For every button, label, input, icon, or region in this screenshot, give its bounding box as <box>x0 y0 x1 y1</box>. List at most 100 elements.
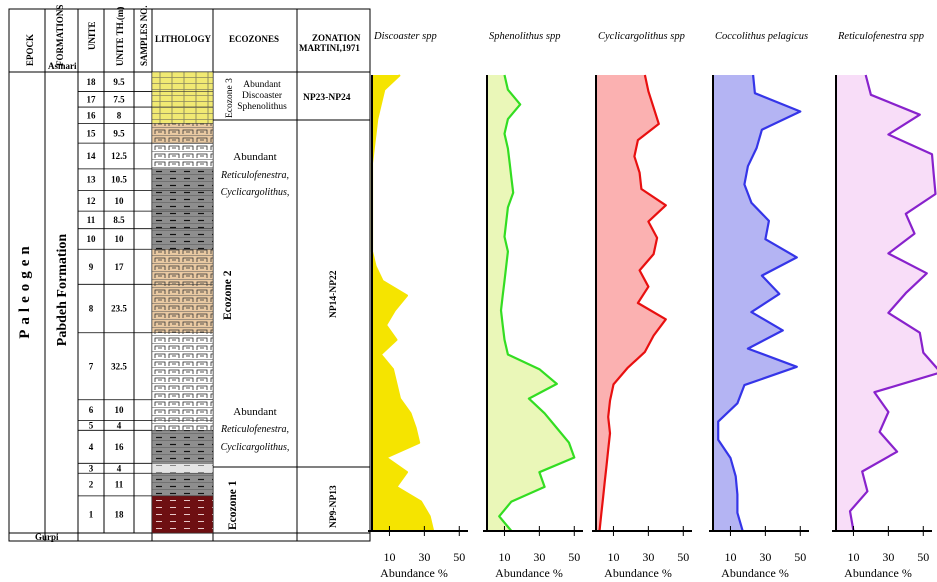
abundance-line <box>498 74 576 532</box>
unit-number: 4 <box>89 442 94 452</box>
abundance-line <box>370 74 435 532</box>
unite-th-header: UNITE TH.(m) <box>115 7 125 66</box>
unit-number: 7 <box>89 361 94 371</box>
tick-label: 30 <box>533 550 545 564</box>
tick-label: 10 <box>607 550 619 564</box>
zonation-header-ref: MARTINI,1971 <box>299 43 360 53</box>
tick-label: 30 <box>882 550 894 564</box>
unit-row: 7 32.5 <box>78 332 214 401</box>
unit-row: 18 9.5 <box>78 71 214 92</box>
unit-row: 12 10 <box>78 190 214 212</box>
abundance-area <box>596 75 666 531</box>
unit-number: 5 <box>89 420 94 430</box>
unit-thickness: 12.5 <box>111 151 127 161</box>
ecozone1-label: Ecozone 1 <box>227 480 239 530</box>
unit-thickness: 7.5 <box>113 94 125 104</box>
unit-row: 11 8.5 <box>78 210 214 230</box>
abundance-line <box>717 74 802 532</box>
lithology-cell <box>151 284 214 334</box>
ecozone3-label: Ecozone 3 <box>225 78 235 118</box>
unit-thickness: 4 <box>117 420 122 430</box>
lithology-cell <box>151 399 214 421</box>
unit-number: 2 <box>89 480 94 490</box>
lithology-cell <box>151 463 214 474</box>
lithology-cell <box>151 228 214 250</box>
gurpi-label: Gurpi <box>35 532 59 542</box>
unit-number: 6 <box>89 405 94 415</box>
unit-number: 10 <box>87 234 97 244</box>
ecozone3-text: Abundant <box>243 80 281 90</box>
ecozone2-text: Reticulofenestra, <box>220 424 289 435</box>
unite-header: UNITE <box>87 21 97 50</box>
lithology-cell <box>151 249 214 285</box>
unit-row: 10 10 <box>78 228 214 250</box>
unit-thickness: 11 <box>115 480 124 490</box>
unit-row: 4 16 <box>78 430 214 464</box>
axis-label: Abundance % <box>844 566 912 580</box>
abundance-panel: 10 30 50 Discoaster spp Abundance % <box>368 31 468 580</box>
unit-number: 17 <box>87 94 97 104</box>
tick-label: 10 <box>383 550 395 564</box>
unit-thickness: 8 <box>117 110 122 120</box>
unit-row: 2 11 <box>78 472 214 497</box>
unit-number: 14 <box>87 151 97 161</box>
abundance-line <box>848 74 937 532</box>
unit-thickness: 10.5 <box>111 175 127 185</box>
ecozone2-label: Ecozone 2 <box>222 270 234 320</box>
panel-title: Sphenolithus spp <box>489 31 560 42</box>
formation-name: Pabdeh Formation <box>55 234 70 347</box>
zonation-header: ZONATION <box>312 33 361 43</box>
abundance-panel: 10 30 50 Cyclicargolithus spp Abundance % <box>592 31 692 580</box>
abundance-area <box>372 75 434 531</box>
panel-title: Cyclicargolithus spp <box>598 31 685 42</box>
lithology-cell <box>151 142 214 170</box>
lithology-cell <box>151 472 214 497</box>
ecozone2-text: Abundant <box>233 151 276 163</box>
axis-label: Abundance % <box>721 566 789 580</box>
abundance-panel: 10 30 50 Coccolithus pelagicus Abundance % <box>709 31 809 580</box>
unit-number: 3 <box>89 463 94 473</box>
abundance-panels: 10 30 50 Discoaster spp Abundance % 10 30 50 Sph… <box>368 31 937 580</box>
panel-title: Reticulofenestra spp <box>837 31 924 42</box>
abundance-area <box>713 75 801 531</box>
unit-row: 9 17 <box>78 249 214 285</box>
lithology-cell <box>151 71 214 92</box>
unit-thickness: 16 <box>115 442 125 452</box>
abundance-area <box>836 75 937 531</box>
lithology-cell <box>151 210 214 229</box>
abundance-panel: 10 30 50 Sphenolithus spp Abundance % <box>483 31 583 580</box>
tick-label: 30 <box>642 550 654 564</box>
unit-thickness: 10 <box>115 196 125 206</box>
tick-label: 10 <box>847 550 859 564</box>
ecozone3-text: Sphenolithus <box>237 102 287 112</box>
tick-label: 30 <box>759 550 771 564</box>
unit-number: 16 <box>87 110 97 120</box>
unit-number: 18 <box>87 77 97 87</box>
tick-label: 10 <box>724 550 736 564</box>
unit-thickness: 10 <box>115 405 125 415</box>
unit-thickness: 9.5 <box>113 128 125 138</box>
unit-thickness: 32.5 <box>111 361 127 371</box>
unit-row: 8 23.5 <box>78 284 214 334</box>
unit-thickness: 9.5 <box>113 77 125 87</box>
ecozone2-text: Abundant <box>233 406 276 418</box>
unit-row: 13 10.5 <box>78 168 214 191</box>
lithology-cell <box>151 430 214 464</box>
zonation-np9-np13: NP9-NP13 <box>329 485 339 528</box>
unit-thickness: 23.5 <box>111 304 127 314</box>
unit-row: 16 8 <box>78 106 214 124</box>
zonation-np14-np22: NP14-NP22 <box>329 270 339 318</box>
epoch-name: Paleogen <box>17 241 33 339</box>
tick-label: 50 <box>917 550 929 564</box>
ecozones-header: ECOZONES <box>229 34 279 44</box>
ecozone2-text: Cyclicargolithus, <box>221 187 290 198</box>
lithology-cell <box>151 420 214 431</box>
axis-label: Abundance % <box>604 566 672 580</box>
unit-thickness: 8.5 <box>113 215 125 225</box>
unit-row: 15 9.5 <box>78 123 214 144</box>
unit-number: 8 <box>89 304 94 314</box>
